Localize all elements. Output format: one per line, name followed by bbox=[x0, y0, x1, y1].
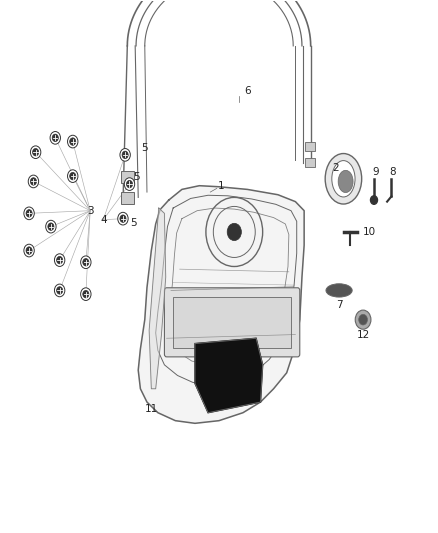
Bar bbox=[173, 297, 291, 348]
Circle shape bbox=[70, 138, 76, 146]
Text: 5: 5 bbox=[133, 172, 139, 182]
Text: 5: 5 bbox=[141, 143, 148, 154]
Text: 4: 4 bbox=[100, 215, 106, 225]
Ellipse shape bbox=[325, 154, 362, 204]
Circle shape bbox=[67, 135, 78, 148]
Circle shape bbox=[81, 256, 91, 269]
Text: 1: 1 bbox=[218, 181, 225, 191]
Circle shape bbox=[26, 247, 32, 254]
Polygon shape bbox=[138, 185, 304, 423]
Ellipse shape bbox=[338, 171, 353, 192]
Circle shape bbox=[118, 212, 128, 225]
Text: 3: 3 bbox=[87, 206, 93, 216]
Circle shape bbox=[371, 196, 378, 204]
Circle shape bbox=[227, 223, 241, 240]
Circle shape bbox=[124, 178, 135, 190]
Circle shape bbox=[355, 310, 371, 329]
Text: 6: 6 bbox=[244, 86, 251, 96]
Circle shape bbox=[46, 220, 56, 233]
Circle shape bbox=[120, 149, 131, 161]
Circle shape bbox=[26, 209, 32, 217]
Circle shape bbox=[81, 288, 91, 301]
Text: 12: 12 bbox=[357, 329, 370, 340]
Circle shape bbox=[54, 254, 65, 266]
Circle shape bbox=[24, 244, 34, 257]
Circle shape bbox=[122, 151, 128, 159]
Circle shape bbox=[28, 175, 39, 188]
Circle shape bbox=[70, 172, 76, 180]
Ellipse shape bbox=[332, 160, 355, 197]
Circle shape bbox=[30, 177, 36, 185]
Circle shape bbox=[50, 132, 60, 144]
Text: 9: 9 bbox=[372, 167, 378, 177]
Circle shape bbox=[32, 149, 39, 156]
Bar bbox=[305, 158, 315, 167]
Circle shape bbox=[120, 215, 126, 222]
Ellipse shape bbox=[326, 284, 352, 297]
FancyBboxPatch shape bbox=[164, 288, 300, 357]
Polygon shape bbox=[149, 208, 166, 389]
Circle shape bbox=[52, 134, 58, 142]
Circle shape bbox=[30, 146, 41, 158]
Bar bbox=[121, 192, 134, 204]
Circle shape bbox=[83, 290, 89, 298]
Text: 11: 11 bbox=[145, 404, 158, 414]
Circle shape bbox=[48, 223, 54, 230]
Circle shape bbox=[57, 287, 63, 294]
Circle shape bbox=[127, 180, 133, 188]
Text: 10: 10 bbox=[363, 227, 376, 237]
Bar bbox=[305, 142, 315, 151]
Text: 8: 8 bbox=[389, 167, 396, 177]
Text: 7: 7 bbox=[336, 300, 343, 310]
Text: 2: 2 bbox=[333, 163, 339, 173]
Circle shape bbox=[54, 284, 65, 297]
Circle shape bbox=[359, 314, 367, 325]
Circle shape bbox=[57, 256, 63, 264]
Circle shape bbox=[83, 259, 89, 266]
Text: 5: 5 bbox=[131, 218, 137, 228]
Bar bbox=[121, 171, 134, 182]
Circle shape bbox=[67, 170, 78, 182]
Circle shape bbox=[24, 207, 34, 220]
Polygon shape bbox=[195, 338, 263, 413]
